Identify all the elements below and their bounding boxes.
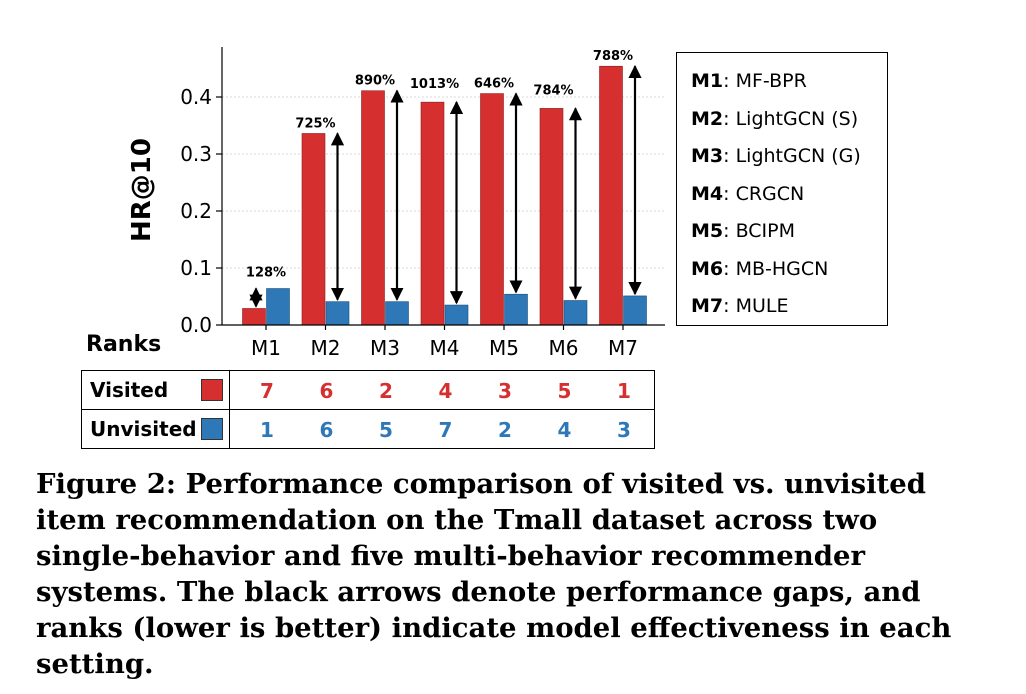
legend-model-name: : LightGCN (S) <box>723 107 859 130</box>
x-tick-label: M2 <box>311 336 341 360</box>
ranks-label-visited: Visited <box>81 370 230 410</box>
gap-label: 890% <box>355 74 395 89</box>
ranks-title: Ranks <box>86 332 162 357</box>
unvisited-rank: 1 <box>260 418 274 442</box>
legend-code: M5 <box>691 220 724 242</box>
unvisited-rank: 2 <box>498 418 512 442</box>
visited-rank: 1 <box>617 379 631 403</box>
legend-item: M5: BCIPM <box>691 213 887 251</box>
bar-unvisited <box>385 301 409 326</box>
gap-label: 725% <box>295 116 335 131</box>
legend-model-name: : LightGCN (G) <box>723 145 861 167</box>
legend-code: M7 <box>691 295 724 317</box>
unvisited-rank: 4 <box>557 418 572 442</box>
visited-label: Visited <box>90 378 169 402</box>
y-tick-label: 0.2 <box>180 199 212 223</box>
y-axis-label: HR@10 <box>127 138 157 242</box>
x-tick-label: M5 <box>489 336 519 360</box>
legend-model-name: : BCIPM <box>723 220 796 242</box>
bar-visited <box>420 101 445 326</box>
legend-code: M2 <box>691 107 724 130</box>
visited-ranks: 7 6 2 4 3 5 1 <box>229 370 655 410</box>
bar-visited <box>480 93 504 326</box>
legend-item: M7: MULE <box>691 288 887 326</box>
unvisited-rank: 5 <box>379 418 393 442</box>
legend-item: M3: LightGCN (G) <box>691 138 887 176</box>
legend-item: M2: LightGCN (S) <box>691 101 887 139</box>
ranks-label-unvisited: Unvisited <box>81 409 230 449</box>
bar-unvisited <box>266 288 290 326</box>
x-tick-label: M7 <box>608 336 638 360</box>
unvisited-rank: 6 <box>319 418 334 442</box>
gap-label: 788% <box>593 49 633 64</box>
legend-model-name: : CRGCN <box>723 182 805 205</box>
bar-unvisited <box>325 301 350 326</box>
legend-item: M6: MB-HGCN <box>691 251 887 289</box>
gap-label: 784% <box>533 83 573 98</box>
figure-caption: Figure 2: Performance comparison of visi… <box>36 468 952 680</box>
visited-rank: 4 <box>438 379 453 403</box>
unvisited-rank: 7 <box>438 418 453 442</box>
visited-rank: 3 <box>498 379 512 403</box>
bar-chart: 128% 725% 890% 1013% 646% 784% 788% 0.0 0.1 0.2 0… <box>127 47 665 360</box>
x-tick-label: M6 <box>549 336 579 360</box>
visited-rank: 5 <box>557 379 572 403</box>
legend-item: M1: MF-BPR <box>691 63 887 101</box>
bar-visited <box>301 133 326 326</box>
unvisited-label: Unvisited <box>90 417 197 441</box>
bar-visited <box>539 108 564 326</box>
visited-rank: 7 <box>260 379 274 403</box>
visited-rank: 2 <box>379 379 393 403</box>
legend-code: M4 <box>691 182 724 205</box>
x-tick-label: M4 <box>430 336 460 360</box>
x-tick-label: M3 <box>370 336 400 360</box>
y-tick-label: 0.4 <box>180 85 212 109</box>
unvisited-rank: 3 <box>617 418 631 442</box>
bar-unvisited <box>623 295 647 326</box>
bar-unvisited <box>504 293 528 326</box>
bar-visited <box>361 90 385 326</box>
legend-item: M4: CRGCN <box>691 176 887 214</box>
legend-code: M6 <box>691 257 724 280</box>
legend-code: M3 <box>691 145 724 167</box>
x-tick-label: M1 <box>251 336 281 360</box>
legend-model-name: : MULE <box>723 295 789 317</box>
bar-visited <box>599 65 623 326</box>
ranks-row-visited: Visited 7 6 2 4 3 5 1 <box>81 370 655 410</box>
legend-code: M1 <box>691 70 724 92</box>
bar-unvisited <box>563 300 588 326</box>
visited-swatch <box>201 379 223 401</box>
gap-label: 1013% <box>410 77 459 92</box>
y-tick-label: 0.1 <box>180 256 212 280</box>
bar-unvisited <box>444 304 469 326</box>
ranks-row-unvisited: Unvisited 1 6 5 7 2 4 3 <box>81 409 655 449</box>
gap-label: 646% <box>474 77 514 92</box>
ranks-table: Visited 7 6 2 4 3 5 1 Unvisited 1 6 5 7 2 4 3 <box>81 370 655 449</box>
bar-visited <box>242 308 266 326</box>
model-legend: M1: MF-BPR M2: LightGCN (S) M3: LightGCN (… <box>676 52 888 326</box>
unvisited-ranks: 1 6 5 7 2 4 3 <box>229 409 655 449</box>
y-tick-label: 0.0 <box>180 313 212 337</box>
visited-rank: 6 <box>319 379 334 403</box>
gap-label: 128% <box>246 266 286 281</box>
y-tick-label: 0.3 <box>180 142 212 166</box>
legend-model-name: : MB-HGCN <box>723 257 829 280</box>
legend-model-name: : MF-BPR <box>723 70 807 92</box>
unvisited-swatch <box>201 418 223 440</box>
